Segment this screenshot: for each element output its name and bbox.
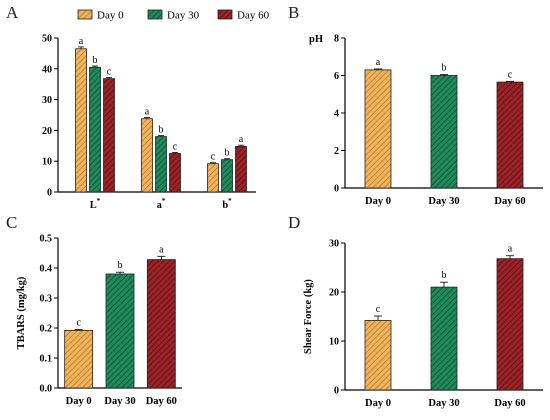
panel-c-ytick-label: 0.0 <box>40 384 53 395</box>
panel-c-bar <box>64 329 94 389</box>
panel-letter-d: D <box>288 213 300 232</box>
panel-b-xtick-label: Day 30 <box>428 196 459 207</box>
panel-c-xtick-label: Day 0 <box>66 396 92 407</box>
panel-a-significance-letter: a <box>239 134 244 145</box>
panel-b-ytick-label: 8 <box>334 34 339 45</box>
panel-a-bar <box>141 118 153 193</box>
panel-d-xtick-label: Day 0 <box>365 398 391 409</box>
panel-b-significance-letter: c <box>508 69 513 80</box>
panel-letter-a: A <box>6 3 19 22</box>
panel-a-xtick-label: a* <box>157 197 166 211</box>
panel-d-xtick-label: Day 30 <box>428 398 459 409</box>
panel-b-ytick-label: 0 <box>334 184 339 195</box>
legend-label: Day 30 <box>167 10 200 22</box>
panel-b-xtick-label: Day 60 <box>494 196 525 207</box>
panel-a-significance-letter: b <box>93 55 98 66</box>
panel-c-xtick-label: Day 60 <box>146 396 177 407</box>
panel-c-significance-letter: a <box>159 244 164 255</box>
panel-d-significance-letter: c <box>376 304 381 315</box>
panel-c-bar <box>146 259 176 389</box>
panel-letter-b: B <box>288 3 299 22</box>
legend-label: Day 0 <box>97 10 124 22</box>
panel-c-bar <box>105 273 135 389</box>
panel-d-chart: 0 10 20 30 c Day 0 b Day 30 a Day 60 Shear Force (… <box>303 239 543 409</box>
panel-d-ytick-label: 10 <box>329 337 339 348</box>
panel-b-ylabel: pH <box>309 34 323 45</box>
panel-a-significance-letter: a <box>79 36 84 47</box>
panel-b-ytick-label: 2 <box>334 146 339 157</box>
panel-d-significance-letter: b <box>442 270 447 281</box>
panel-a-significance-letter: b <box>225 148 230 159</box>
panel-a-xtick-label: L* <box>90 197 101 211</box>
panel-b-bar <box>364 69 392 189</box>
panel-d-bar <box>496 258 524 391</box>
panel-a-ytick-label: 0 <box>47 188 52 199</box>
panel-c-significance-letter: b <box>118 260 123 271</box>
panel-a-ytick-label: 30 <box>42 95 52 106</box>
panel-a-bar <box>75 48 87 193</box>
panel-b-bar <box>496 81 524 189</box>
panel-b-xtick-label: Day 0 <box>365 196 391 207</box>
panel-b-significance-letter: b <box>442 63 447 74</box>
panel-d-bar <box>430 286 458 391</box>
panel-c-ytick-label: 0.1 <box>40 354 53 365</box>
legend-swatch <box>217 9 233 20</box>
panel-a-xtick-superscript: * <box>228 197 232 205</box>
panel-c-chart: 0.0 0.1 0.2 0.3 0.4 0.5 c Day 0 b Day 30 a Day 60 TB… <box>16 234 182 407</box>
panel-a-ytick-label: 50 <box>42 34 52 45</box>
panel-a-xtick-superscript: * <box>162 197 166 205</box>
panel-a-significance-letter: b <box>159 125 164 136</box>
panel-d-ytick-label: 30 <box>329 239 339 250</box>
panel-c-ylabel: TBARS (mg/kg) <box>16 276 27 349</box>
panel-d-ylabel: Shear Force (kg) <box>303 279 314 354</box>
panel-a-ytick-label: 40 <box>42 64 52 75</box>
panel-d-ytick-label: 20 <box>329 288 339 299</box>
panel-c-ytick-label: 0.2 <box>40 324 53 335</box>
panel-a-ytick-label: 10 <box>42 157 52 168</box>
panel-d-significance-letter: a <box>508 244 513 255</box>
panel-a-significance-letter: a <box>145 106 150 117</box>
panel-a-xtick-superscript: * <box>97 197 101 205</box>
panel-a-bar <box>169 153 181 193</box>
legend-swatch <box>77 9 93 20</box>
panel-a-xtick-label: b* <box>222 197 232 211</box>
panel-b-significance-letter: a <box>376 57 381 68</box>
panel-b-bar <box>430 75 458 189</box>
panel-b-chart: 0 2 4 6 8 a Day 0 b Day 30 c Day 60 pH <box>309 34 543 207</box>
panel-c-significance-letter: c <box>76 318 81 329</box>
panel-a-bar <box>103 78 115 193</box>
panel-letter-c: C <box>6 213 17 232</box>
panel-a-bar <box>207 163 219 193</box>
panel-b-ytick-label: 4 <box>334 109 339 120</box>
legend-swatch <box>147 9 163 20</box>
legend-label: Day 60 <box>237 10 270 22</box>
panel-a-bar <box>235 146 247 193</box>
panel-a-significance-letter: c <box>173 142 178 153</box>
panel-a-bar <box>89 66 101 193</box>
panel-a-significance-letter: c <box>211 152 216 163</box>
panel-c-xtick-label: Day 30 <box>104 396 135 407</box>
panel-d-ytick-label: 0 <box>334 386 339 397</box>
panel-a-ytick-label: 20 <box>42 126 52 137</box>
panel-c-ytick-label: 0.3 <box>40 294 53 305</box>
panel-c-ytick-label: 0.5 <box>40 234 53 245</box>
panel-d-bar <box>364 320 392 391</box>
panel-d-xtick-label: Day 60 <box>494 398 525 409</box>
panel-a-bar <box>221 159 233 193</box>
panel-a-bar <box>155 136 167 193</box>
panel-a-significance-letter: c <box>107 66 112 77</box>
panel-c-ytick-label: 0.4 <box>40 264 53 275</box>
panel-b-ytick-label: 6 <box>334 71 339 82</box>
